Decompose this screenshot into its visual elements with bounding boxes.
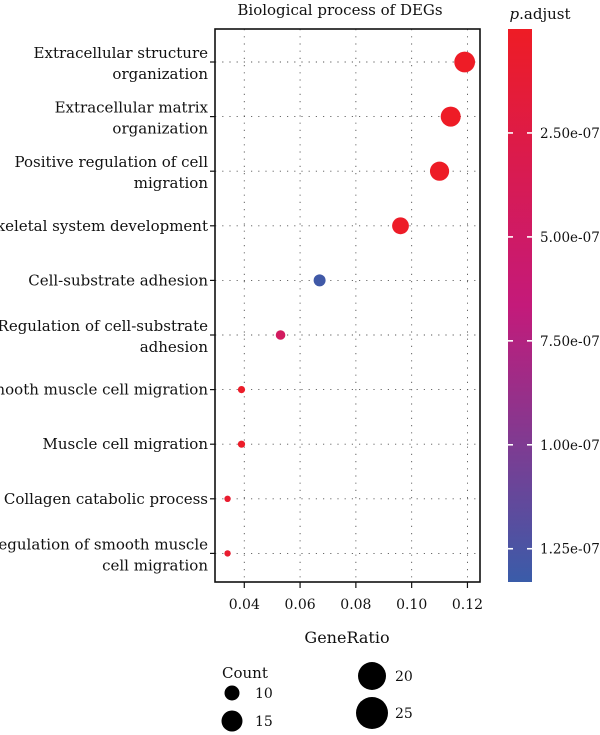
category-label-7: Muscle cell migration [43, 435, 209, 453]
category-label-5-line-1: adhesion [140, 338, 209, 356]
size-legend-dot-1 [221, 710, 243, 732]
colorbar-tick-label-1: 5.00e-07 [540, 230, 600, 246]
data-point-8 [224, 495, 231, 502]
data-point-1 [440, 106, 461, 127]
x-tick-label-3: 0.10 [396, 597, 427, 613]
size-legend-label-3: 25 [395, 706, 413, 722]
x-tick-label-2: 0.08 [340, 597, 371, 613]
category-label-3-line-0: Skeletal system development [0, 217, 208, 235]
colorbar-tick-label-2: 7.50e-07 [540, 334, 600, 350]
grid [215, 29, 480, 582]
data-point-2 [429, 161, 450, 181]
size-legend-label-0: 10 [255, 686, 273, 702]
size-legend-dot-3 [356, 697, 388, 729]
category-label-2-line-0: Positive regulation of cell [14, 153, 208, 171]
size-legend-dot-2 [358, 662, 386, 690]
category-label-4-line-0: Cell-substrate adhesion [28, 271, 208, 289]
colorbar [508, 29, 532, 582]
size-legend-label-2: 20 [395, 669, 413, 685]
colorbar-ticks: 2.50e-07 5.00e-07 7.50e-07 1.00e-07 1.25e-07 [508, 126, 600, 558]
category-label-9-line-0: Regulation of smooth muscle [0, 535, 208, 553]
category-label-7-line-0: Muscle cell migration [43, 435, 209, 453]
category-label-6-line-0: Smooth muscle cell migration [0, 381, 208, 399]
size-legend: Count 10 15 20 25 [221, 662, 413, 732]
category-label-2-line-1: migration [134, 174, 209, 192]
size-legend-title: Count [222, 664, 268, 682]
category-label-1-line-0: Extracellular matrix [55, 99, 209, 117]
x-tick-label-1: 0.06 [284, 597, 315, 613]
category-label-0-line-1: organization [112, 65, 208, 83]
colorbar-tick-label-4: 1.25e-07 [540, 542, 600, 558]
data-point-7 [237, 440, 246, 448]
category-label-8: Collagen catabolic process [4, 490, 208, 508]
category-label-2: Positive regulation of cell migration [14, 153, 208, 192]
color-legend-title-rest: .adjust [519, 5, 570, 23]
category-label-3: Skeletal system development [0, 217, 208, 235]
category-label-9-line-1: cell migration [102, 556, 208, 574]
data-point-6 [237, 386, 246, 394]
category-label-0: Extracellular structure organization [34, 44, 209, 83]
category-label-6: Smooth muscle cell migration [0, 381, 208, 399]
colorbar-tick-label-0: 2.50e-07 [540, 126, 600, 142]
x-axis: 0.04 0.06 0.08 0.10 0.12 [229, 582, 483, 613]
category-label-1-line-1: organization [112, 120, 208, 138]
color-legend: p.adjust 2.50e-07 5.00e-07 7.50e-07 1.00e-0… [508, 5, 600, 582]
category-label-1: Extracellular matrix organization [55, 99, 209, 138]
category-label-5: Regulation of cell-substrate adhesion [0, 317, 208, 356]
category-label-9: Regulation of smooth muscle cell migratio… [0, 535, 208, 574]
category-label-0-line-0: Extracellular structure [34, 44, 209, 62]
category-label-4: Cell-substrate adhesion [28, 271, 208, 289]
data-point-9 [224, 550, 231, 557]
color-legend-title: p.adjust [510, 5, 571, 23]
category-label-5-line-0: Regulation of cell-substrate [0, 317, 208, 335]
chart-title: Biological process of DEGs [237, 1, 442, 19]
x-tick-label-4: 0.12 [452, 597, 483, 613]
category-label-8-line-0: Collagen catabolic process [4, 490, 208, 508]
data-point-0 [454, 51, 476, 73]
size-legend-dot-0 [224, 685, 240, 701]
data-point-3 [392, 217, 409, 235]
data-point-4 [313, 274, 326, 287]
colorbar-tick-label-3: 1.00e-07 [540, 438, 600, 454]
x-tick-label-0: 0.04 [229, 597, 260, 613]
color-legend-title-italic: p [510, 5, 520, 23]
category-labels: Extracellular structure organizationExtra… [0, 44, 215, 574]
data-point-5 [275, 330, 286, 340]
size-legend-label-1: 15 [255, 714, 273, 730]
data-points [224, 51, 476, 557]
x-axis-title: GeneRatio [304, 628, 389, 647]
plot-frame [214, 28, 481, 583]
